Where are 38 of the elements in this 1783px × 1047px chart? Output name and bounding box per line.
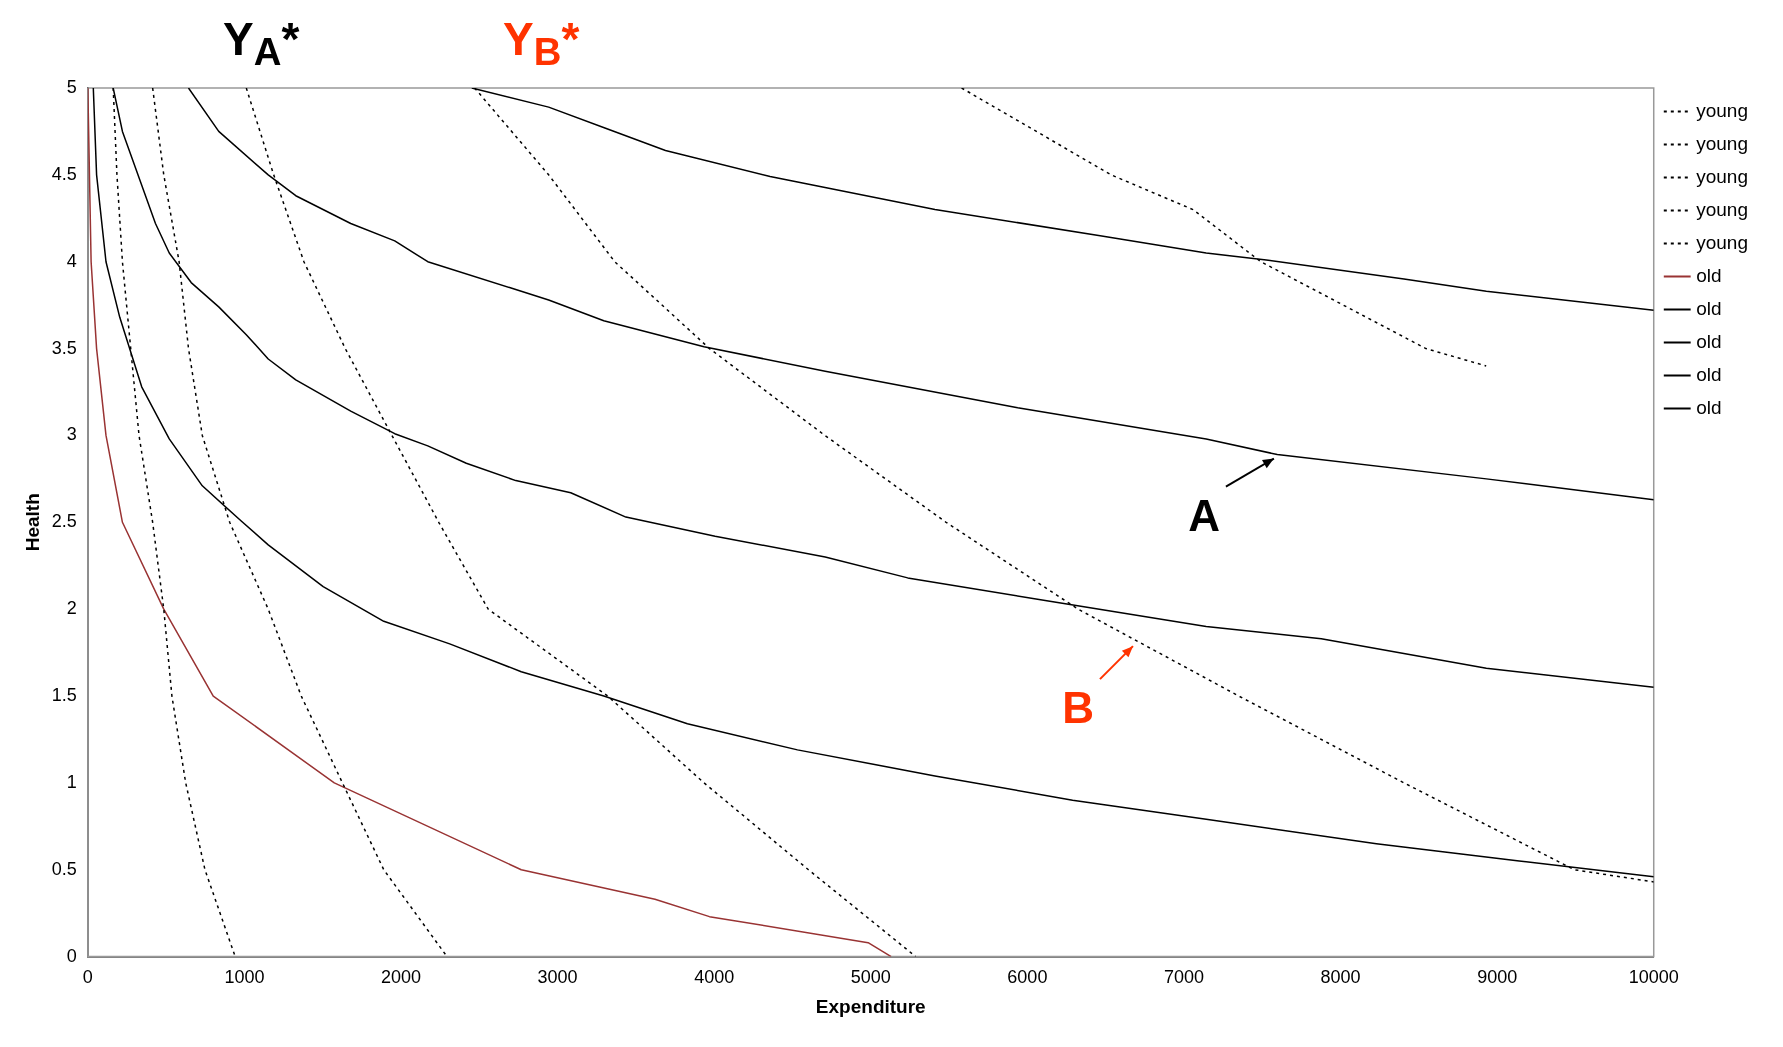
x-tick-label: 5000	[850, 967, 891, 988]
text: Y$_{A}$*	[223, 12, 300, 75]
legend-label: old	[1696, 396, 1722, 418]
x-tick-label: 7000	[1163, 967, 1204, 988]
x-axis-title: Expenditure	[815, 995, 926, 1017]
y-tick-label: 1	[66, 771, 77, 792]
x-tick-label: 6000	[1007, 967, 1048, 988]
annotation: A	[1188, 490, 1220, 540]
legend-label: young	[1696, 99, 1749, 121]
x-tick-label: 2000	[380, 967, 422, 988]
y-tick-label: 4.5	[51, 163, 77, 184]
text: Y$_{B}$*	[503, 12, 580, 75]
y-tick-label: 0	[66, 945, 77, 966]
y-tick-label: 1.5	[51, 684, 77, 705]
legend-label: young	[1696, 165, 1749, 187]
legend-label: old	[1696, 297, 1722, 319]
y-tick-label: 2.5	[51, 511, 77, 532]
legend-label: young	[1696, 132, 1749, 154]
annotation: B	[1062, 683, 1094, 733]
x-tick-label: 1000	[224, 967, 265, 988]
legend-label: old	[1696, 330, 1722, 352]
legend-label: old	[1696, 363, 1722, 385]
legend-label: young	[1696, 198, 1749, 220]
y-tick-label: 4	[66, 250, 77, 271]
x-tick-label: 8000	[1320, 967, 1361, 988]
y-tick-label: 3	[66, 424, 77, 445]
y-tick-label: 3.5	[51, 337, 77, 358]
legend-label: young	[1696, 231, 1749, 253]
legend-label: old	[1696, 264, 1722, 286]
y-axis-title: Health	[21, 493, 43, 552]
x-tick-label: 9000	[1477, 967, 1518, 988]
x-tick-label: 0	[82, 967, 93, 988]
y-tick-label: 2	[66, 598, 77, 619]
x-tick-label: 4000	[694, 967, 735, 988]
x-tick-label: 3000	[537, 967, 578, 988]
x-tick-label: 10000	[1628, 967, 1679, 988]
y-tick-label: 5	[66, 76, 77, 97]
y-tick-label: 0.5	[51, 858, 77, 879]
